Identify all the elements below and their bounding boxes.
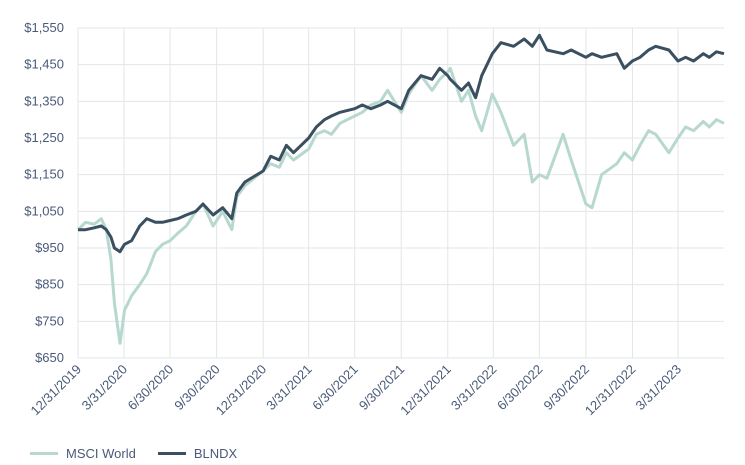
- y-tick-label: $1,250: [24, 130, 64, 145]
- x-tick-label: 6/30/2021: [309, 362, 361, 414]
- series-line-msci-world: [76, 66, 725, 345]
- grid-lines: [77, 27, 724, 359]
- y-tick-label: $650: [35, 350, 64, 365]
- series-line-blndx: [78, 33, 725, 254]
- series-lines: [76, 33, 725, 345]
- x-axis-ticks: 12/31/20193/31/20206/30/20209/30/202012/…: [27, 362, 684, 419]
- x-tick-label: 3/31/2021: [263, 362, 315, 414]
- x-tick-label: 12/31/2022: [582, 362, 639, 419]
- x-tick-label: 6/30/2020: [125, 362, 177, 414]
- legend-item: BLNDX: [157, 446, 238, 461]
- legend: MSCI World BLNDX: [30, 446, 237, 461]
- x-tick-label: 3/31/2020: [79, 362, 131, 414]
- x-tick-label: 12/31/2019: [27, 362, 84, 419]
- x-tick-label: 3/31/2023: [633, 362, 685, 414]
- legend-item: MSCI World: [30, 446, 136, 461]
- y-tick-label: $1,350: [24, 93, 64, 108]
- x-tick-label: 12/31/2021: [397, 362, 454, 419]
- x-tick-label: 6/30/2022: [494, 362, 546, 414]
- legend-swatch: [30, 452, 58, 455]
- legend-label: BLNDX: [193, 446, 238, 461]
- y-tick-label: $750: [35, 313, 64, 328]
- y-tick-label: $1,550: [24, 20, 64, 35]
- x-tick-label: 3/31/2022: [448, 362, 500, 414]
- y-tick-label: $1,450: [24, 57, 64, 72]
- y-tick-label: $950: [35, 240, 64, 255]
- legend-label: MSCI World: [66, 446, 136, 461]
- y-axis-ticks: $650 $750 $850 $950 $1,050 $1,150 $1,250 $1,350…: [24, 20, 64, 365]
- y-tick-label: $1,150: [24, 167, 64, 182]
- legend-swatch: [157, 452, 186, 455]
- x-tick-label: 12/31/2020: [213, 362, 270, 419]
- y-tick-label: $850: [35, 277, 64, 292]
- y-tick-label: $1,050: [24, 203, 64, 218]
